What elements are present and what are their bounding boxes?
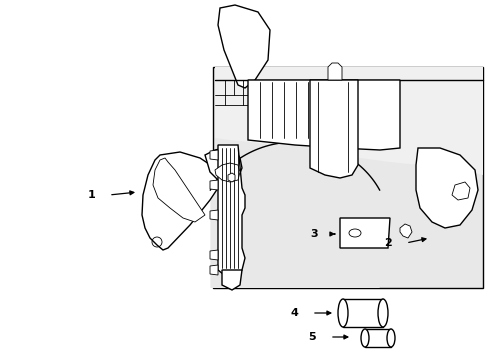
Polygon shape xyxy=(415,148,477,228)
Polygon shape xyxy=(327,63,341,80)
Ellipse shape xyxy=(337,299,347,327)
Polygon shape xyxy=(209,150,218,160)
Polygon shape xyxy=(215,163,240,182)
Text: 4: 4 xyxy=(289,308,297,318)
Ellipse shape xyxy=(360,329,368,347)
Polygon shape xyxy=(451,182,469,200)
Polygon shape xyxy=(209,210,218,220)
Polygon shape xyxy=(210,142,379,288)
Bar xyxy=(364,329,390,347)
Polygon shape xyxy=(209,265,218,275)
Polygon shape xyxy=(215,67,482,175)
Bar xyxy=(342,299,382,327)
Bar xyxy=(213,67,482,288)
Polygon shape xyxy=(142,152,220,250)
Polygon shape xyxy=(222,270,242,290)
Text: 2: 2 xyxy=(384,238,391,248)
Polygon shape xyxy=(209,180,218,190)
Polygon shape xyxy=(209,250,218,260)
Text: 5: 5 xyxy=(308,332,315,342)
Polygon shape xyxy=(218,5,269,88)
Polygon shape xyxy=(204,148,242,182)
Polygon shape xyxy=(399,224,411,238)
Polygon shape xyxy=(153,158,204,222)
Text: 3: 3 xyxy=(310,229,317,239)
Polygon shape xyxy=(227,173,235,182)
Polygon shape xyxy=(247,80,399,150)
Polygon shape xyxy=(218,145,244,278)
Ellipse shape xyxy=(377,299,387,327)
Polygon shape xyxy=(309,80,357,178)
Polygon shape xyxy=(339,218,389,248)
Text: 1: 1 xyxy=(87,190,95,200)
Ellipse shape xyxy=(386,329,394,347)
